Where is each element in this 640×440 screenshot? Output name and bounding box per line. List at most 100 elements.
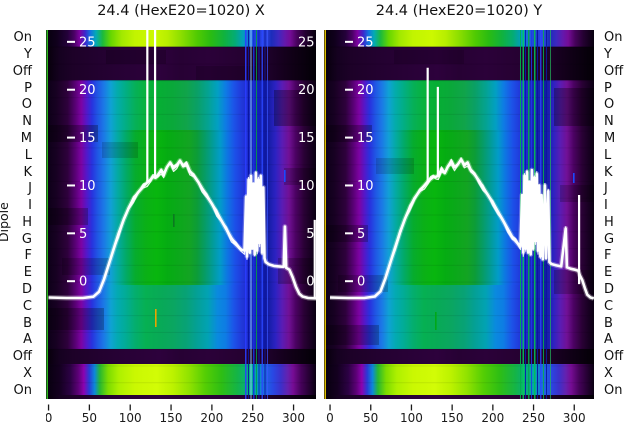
- row-label-l-m-6: M: [20, 131, 32, 147]
- row-label-r-o-4: O: [604, 97, 615, 113]
- row-separator: [324, 46, 594, 48]
- row-separator: [324, 80, 594, 82]
- heatmap-band-dark: [324, 395, 594, 399]
- row-label-l-g-12: G: [21, 231, 32, 247]
- inner-tick-label: 10: [357, 179, 374, 194]
- noise-block: [324, 125, 372, 142]
- row-separator: [46, 298, 316, 300]
- x-tick-label: 250: [241, 411, 264, 425]
- noise-block: [376, 158, 414, 174]
- row-separator: [324, 113, 594, 115]
- row-separator: [324, 315, 594, 317]
- noise-block: [106, 50, 166, 64]
- row-label-l-on-21: On: [13, 382, 32, 398]
- row-separator: [46, 147, 316, 149]
- row-separator: [324, 63, 594, 65]
- panel-title-x: 24.4 (HexE20=1020) X: [97, 3, 265, 19]
- heatmap-band-mainB: [324, 130, 594, 285]
- row-label-r-on-0: On: [604, 30, 623, 46]
- noise-block: [46, 125, 98, 142]
- x-tick-label: 150: [160, 411, 183, 425]
- data-mark: [573, 173, 575, 183]
- x-tick-label: 300: [282, 411, 305, 425]
- streak-line: [46, 30, 48, 399]
- noise-block: [46, 208, 88, 225]
- row-label-l-off-2: Off: [12, 63, 32, 79]
- heatmap-band-mainC: [324, 285, 594, 349]
- inner-tick-dash: [67, 280, 75, 283]
- inner-tick-label: 10: [79, 179, 96, 194]
- noise-block: [338, 275, 388, 292]
- row-separator: [46, 382, 316, 384]
- x-tick-label: 0: [326, 411, 334, 425]
- row-separator: [324, 97, 594, 99]
- row-separator: [324, 197, 594, 199]
- noise-block: [46, 308, 104, 330]
- inner-tick-dash: [67, 184, 75, 187]
- row-separator: [324, 248, 594, 250]
- row-label-l-h-11: H: [22, 214, 32, 230]
- row-label-r-off-19: Off: [604, 349, 624, 365]
- noise-block: [284, 168, 316, 185]
- row-separator: [324, 264, 594, 266]
- row-separator: [46, 281, 316, 283]
- inner-tick-label: 20: [357, 83, 374, 98]
- row-label-r-x-20: X: [604, 365, 613, 381]
- x-tick-label: 250: [522, 411, 545, 425]
- row-label-l-off-19: Off: [12, 349, 32, 365]
- row-label-l-y-1: Y: [24, 47, 32, 63]
- row-separator: [46, 315, 316, 317]
- inner-tick-dash: [345, 136, 353, 139]
- x-tick: [47, 404, 50, 411]
- x-tick-label: 50: [82, 411, 97, 425]
- plot-area: [46, 30, 316, 399]
- inner-tick-label-right: 10: [298, 179, 315, 194]
- row-separator: [324, 298, 594, 300]
- profile-curve: [48, 159, 316, 300]
- streak-line: [324, 30, 326, 399]
- x-tick: [410, 404, 413, 411]
- x-tick: [573, 404, 575, 411]
- row-separator: [46, 46, 316, 48]
- row-separator: [46, 231, 316, 233]
- inner-tick-label-right: 20: [298, 83, 315, 98]
- row-separator: [46, 365, 316, 367]
- x-tick: [532, 404, 535, 411]
- row-separator: [324, 365, 594, 367]
- x-tick-label: 0: [46, 411, 52, 425]
- noise-block: [554, 88, 594, 126]
- heatmap-band-dark: [324, 46, 594, 81]
- noise-block: [394, 50, 464, 64]
- row-label-r-p-3: P: [604, 80, 612, 96]
- x-tick-label: 150: [441, 411, 464, 425]
- heatmap-band-dark: [324, 349, 594, 364]
- row-label-l-x-20: X: [23, 365, 32, 381]
- inner-tick-label: 20: [79, 83, 96, 98]
- row-label-r-e-14: E: [604, 265, 613, 281]
- heatmap-band-bright_top: [324, 30, 594, 47]
- row-label-l-on-0: On: [13, 30, 32, 46]
- inner-tick-dash: [67, 232, 75, 235]
- noise-block: [62, 258, 110, 275]
- row-label-r-b-17: B: [604, 315, 613, 331]
- row-separator: [46, 80, 316, 82]
- inner-tick-dash: [345, 88, 353, 91]
- inner-tick-label: 15: [79, 131, 96, 146]
- row-label-l-j-9: J: [28, 181, 32, 197]
- row-label-l-f-13: F: [24, 248, 32, 264]
- x-tick-label: 300: [563, 411, 586, 425]
- inner-tick-label: 5: [79, 227, 87, 242]
- x-tick: [451, 404, 453, 411]
- row-label-r-l-7: L: [604, 147, 612, 163]
- inner-tick-label: 0: [357, 275, 365, 290]
- inner-tick-label: 0: [79, 275, 87, 290]
- heatmap-band-bright_bottom: [324, 364, 594, 395]
- row-separator: [46, 331, 316, 333]
- row-label-r-y-1: Y: [604, 47, 612, 63]
- data-mark: [155, 309, 157, 327]
- row-separator: [46, 248, 316, 250]
- row-label-r-k-8: K: [604, 164, 613, 180]
- row-label-r-j-9: J: [604, 181, 608, 197]
- inner-tick-dash: [345, 280, 353, 283]
